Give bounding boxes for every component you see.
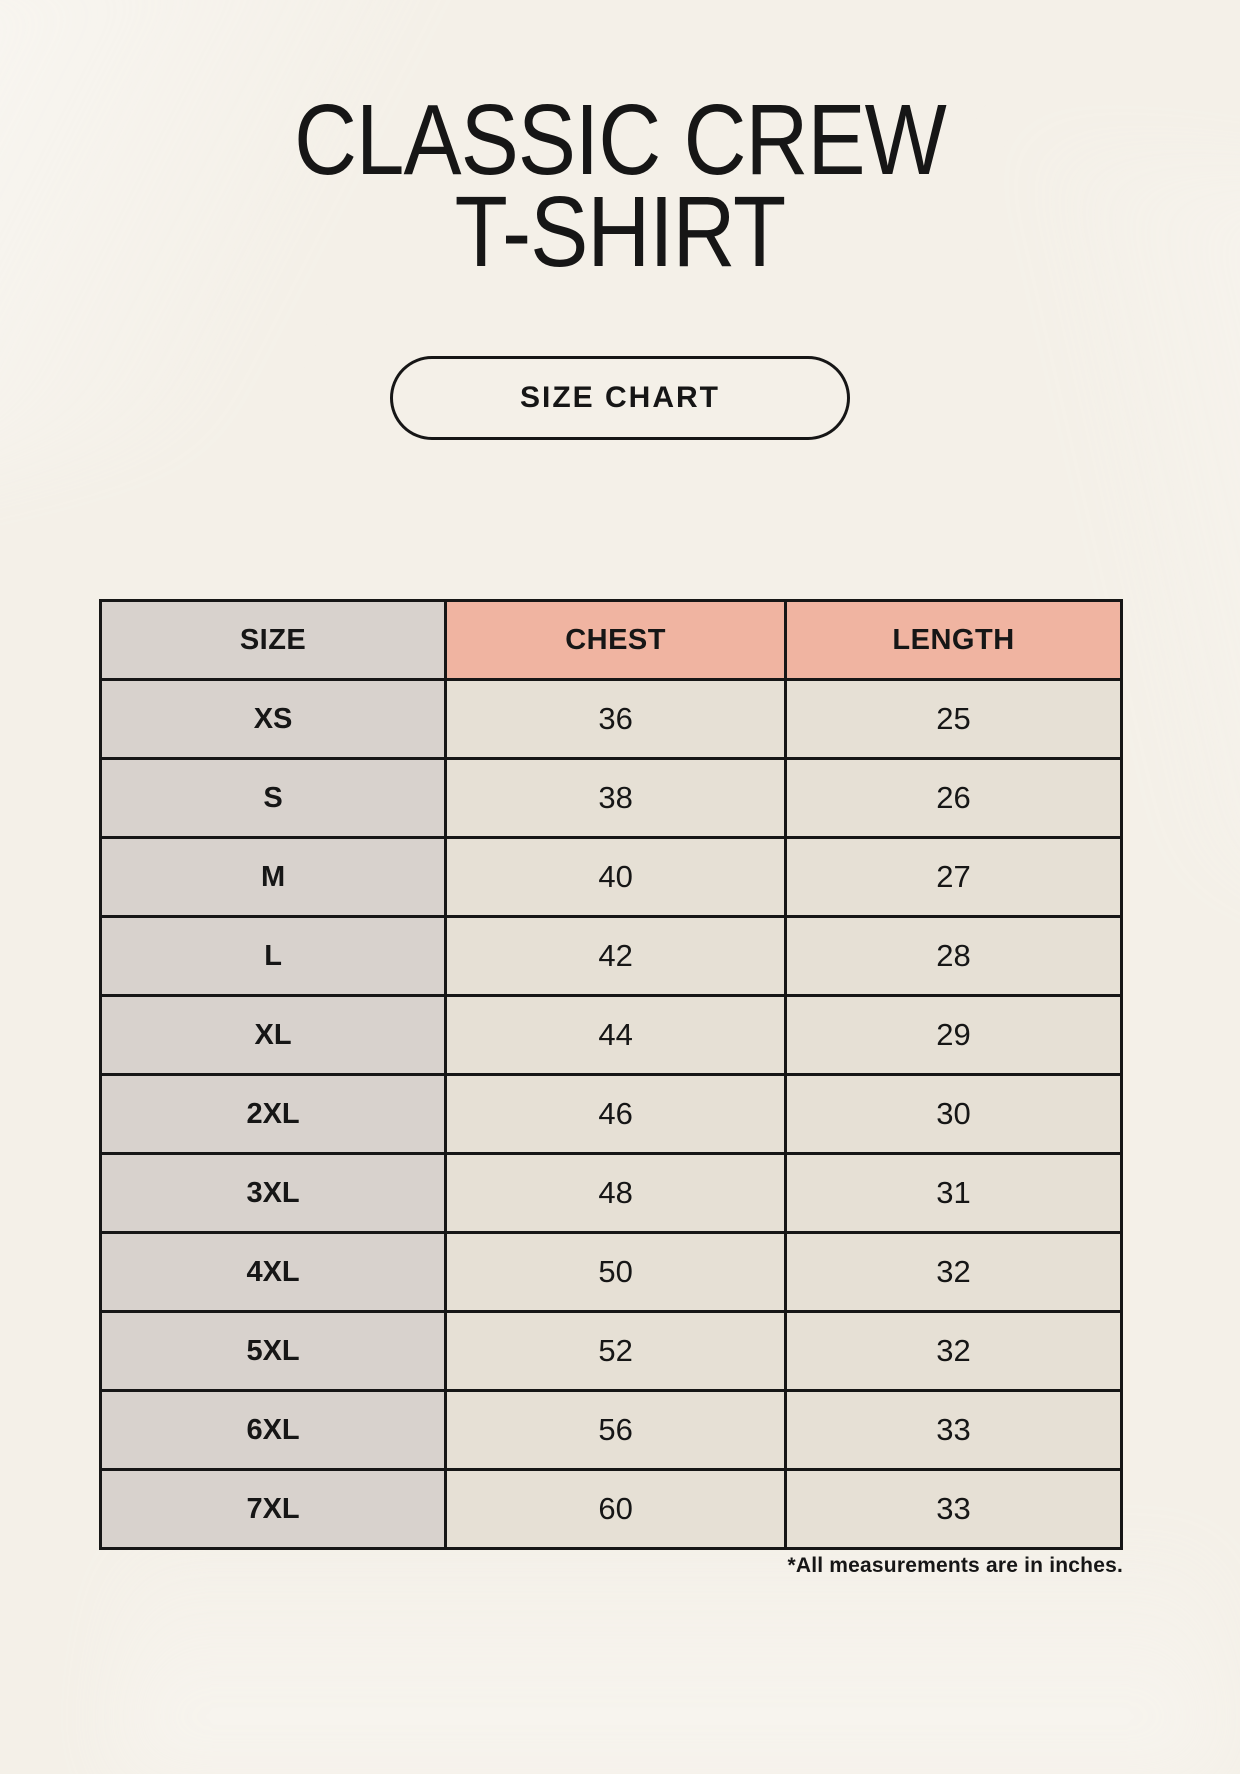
length-cell: 26 bbox=[784, 757, 1123, 839]
size-cell: XL bbox=[98, 994, 448, 1076]
length-cell: 33 bbox=[784, 1468, 1123, 1550]
size-cell: XS bbox=[98, 678, 448, 760]
chest-cell: 56 bbox=[444, 1389, 788, 1471]
page: CLASSIC CREW T-SHIRT SIZE CHART SIZE CHES… bbox=[0, 90, 1240, 1577]
size-cell: M bbox=[98, 836, 448, 918]
column-header-chest: CHEST bbox=[444, 599, 788, 681]
chest-cell: 42 bbox=[444, 915, 788, 997]
size-cell: 7XL bbox=[98, 1468, 448, 1550]
table-row: 6XL 56 33 bbox=[98, 1389, 1123, 1471]
length-cell: 29 bbox=[784, 994, 1123, 1076]
title-line-2: T-SHIRT bbox=[454, 176, 787, 288]
chest-cell: 48 bbox=[444, 1152, 788, 1234]
size-cell: 6XL bbox=[98, 1389, 448, 1471]
length-cell: 28 bbox=[784, 915, 1123, 997]
table-row: M 40 27 bbox=[98, 836, 1123, 918]
size-cell: 4XL bbox=[98, 1231, 448, 1313]
table-row: 3XL 48 31 bbox=[98, 1152, 1123, 1234]
background-texture-bottom bbox=[120, 1514, 1220, 1774]
table-row: S 38 26 bbox=[98, 757, 1123, 839]
table-row: XS 36 25 bbox=[98, 678, 1123, 760]
size-cell: 3XL bbox=[98, 1152, 448, 1234]
size-chart-button-label: SIZE CHART bbox=[520, 381, 720, 414]
size-cell: S bbox=[98, 757, 448, 839]
length-cell: 27 bbox=[784, 836, 1123, 918]
table-row: 2XL 46 30 bbox=[98, 1073, 1123, 1155]
size-chart-button[interactable]: SIZE CHART bbox=[390, 356, 850, 440]
chest-cell: 60 bbox=[444, 1468, 788, 1550]
length-cell: 32 bbox=[784, 1231, 1123, 1313]
table-row: 4XL 50 32 bbox=[98, 1231, 1123, 1313]
length-cell: 32 bbox=[784, 1310, 1123, 1392]
column-header-size: SIZE bbox=[98, 599, 448, 681]
size-cell: L bbox=[98, 915, 448, 997]
chest-cell: 40 bbox=[444, 836, 788, 918]
table-header-row: SIZE CHEST LENGTH bbox=[98, 599, 1123, 681]
chest-cell: 44 bbox=[444, 994, 788, 1076]
chest-cell: 36 bbox=[444, 678, 788, 760]
table-row: 5XL 52 32 bbox=[98, 1310, 1123, 1392]
length-cell: 31 bbox=[784, 1152, 1123, 1234]
size-chart-table: SIZE CHEST LENGTH XS 36 25 S 38 26 M 40 … bbox=[98, 599, 1123, 1550]
length-cell: 30 bbox=[784, 1073, 1123, 1155]
size-cell: 5XL bbox=[98, 1310, 448, 1392]
measurements-footnote: *All measurements are in inches. bbox=[787, 1554, 1123, 1577]
table-row: 7XL 60 33 bbox=[98, 1468, 1123, 1550]
chest-cell: 46 bbox=[444, 1073, 788, 1155]
chest-cell: 52 bbox=[444, 1310, 788, 1392]
column-header-length: LENGTH bbox=[784, 599, 1123, 681]
length-cell: 33 bbox=[784, 1389, 1123, 1471]
chest-cell: 50 bbox=[444, 1231, 788, 1313]
page-title: CLASSIC CREW T-SHIRT bbox=[81, 90, 1160, 282]
table-row: L 42 28 bbox=[98, 915, 1123, 997]
table-row: XL 44 29 bbox=[98, 994, 1123, 1076]
length-cell: 25 bbox=[784, 678, 1123, 760]
chest-cell: 38 bbox=[444, 757, 788, 839]
size-cell: 2XL bbox=[98, 1073, 448, 1155]
